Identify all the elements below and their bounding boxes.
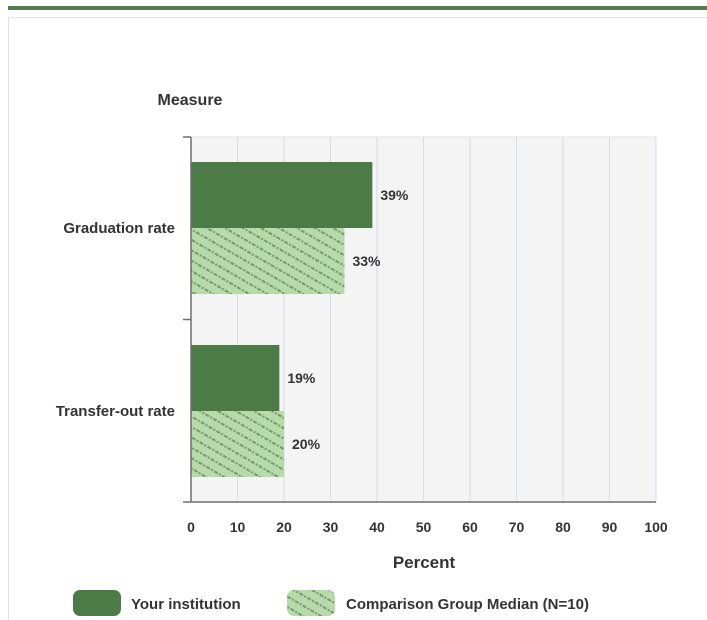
x-tick-label: 10 [230,519,246,535]
x-tick-label: 60 [462,519,478,535]
bar-your-institution [191,162,373,228]
legend-swatch-comparison-median [287,590,335,616]
category-label: Graduation rate [63,220,175,237]
bar-value-label: 19% [287,370,316,386]
x-tick-label: 0 [187,519,195,535]
bar-value-label: 33% [352,253,381,269]
legend: Your institution Comparison Group Median … [73,590,589,616]
bar-comparison-median [191,228,345,294]
bar-your-institution [191,345,280,411]
x-tick-label: 80 [555,519,571,535]
x-tick-label: 100 [644,519,668,535]
x-axis-title: Percent [393,553,456,572]
category-label: Transfer-out rate [56,403,175,420]
bars: 39% 33% 19% 20% [191,162,409,477]
x-tick-label: 70 [509,519,525,535]
legend-label: Your institution [131,596,241,613]
legend-swatch-your-institution [73,590,121,616]
panel-left-border [8,17,9,620]
y-axis-title: Measure [158,92,223,109]
x-tick-label: 30 [323,519,339,535]
x-tick-label: 90 [602,519,618,535]
x-tick-label: 20 [276,519,292,535]
legend-label: Comparison Group Median (N=10) [346,596,589,613]
x-tick-label: 50 [416,519,432,535]
x-tick-labels: 0 10 20 30 40 50 60 70 80 90 100 [187,519,668,535]
x-tick-label: 40 [369,519,385,535]
bar-value-label: 39% [380,187,409,203]
panel-top-border [8,17,707,18]
bar-comparison-median [191,411,284,477]
category-labels: Graduation rate Transfer-out rate [56,220,175,420]
axes [183,136,656,503]
bar-value-label: 20% [292,436,321,452]
header-accent-bar [8,6,707,10]
